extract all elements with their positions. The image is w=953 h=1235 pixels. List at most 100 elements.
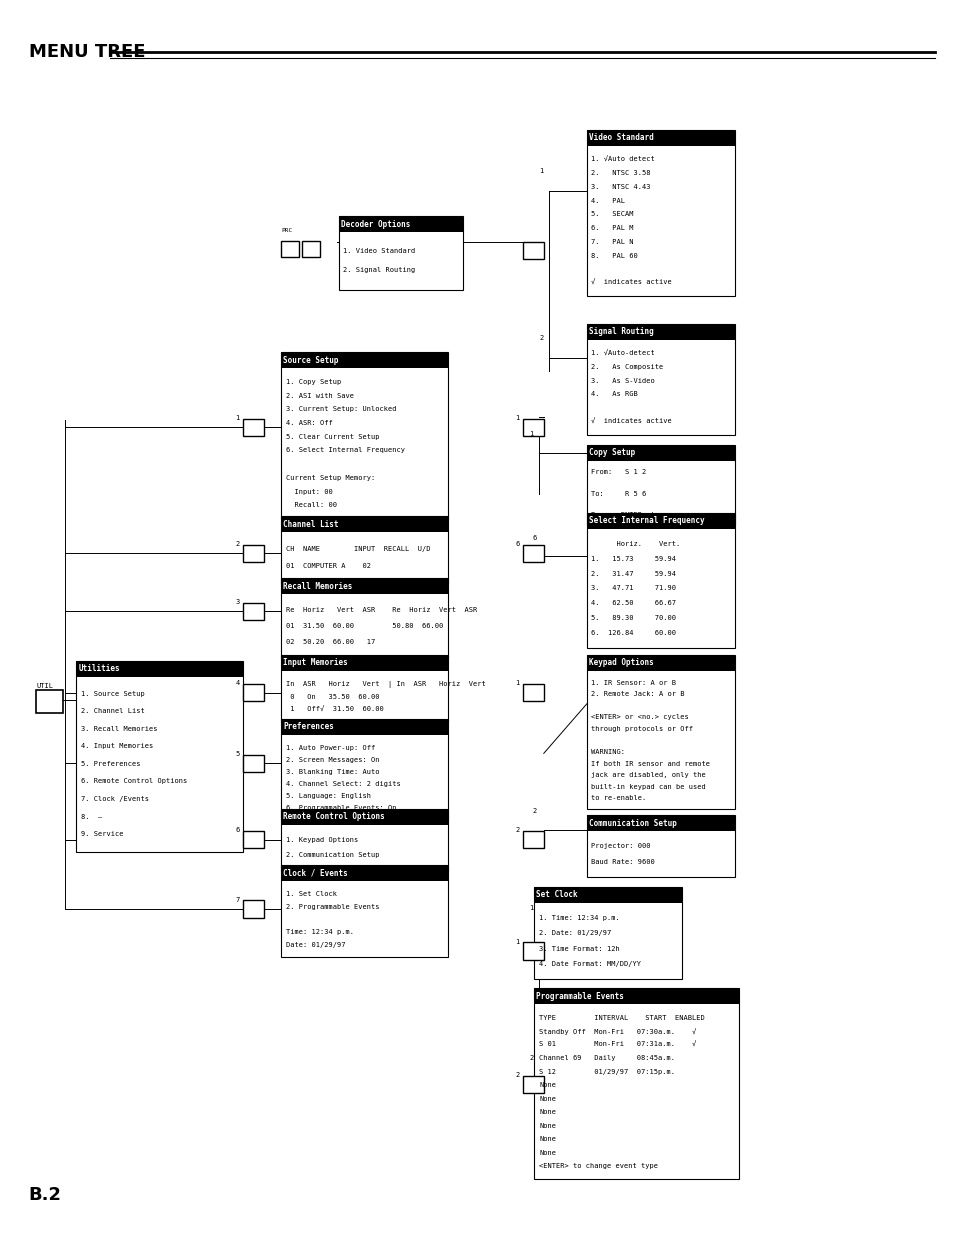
FancyBboxPatch shape — [586, 324, 734, 340]
Text: 2.   As Composite: 2. As Composite — [591, 364, 663, 370]
FancyBboxPatch shape — [243, 684, 264, 701]
FancyBboxPatch shape — [522, 419, 543, 436]
Text: 2: 2 — [529, 1055, 533, 1061]
Text: PRC: PRC — [281, 228, 293, 233]
Text: 1. Keypad Options: 1. Keypad Options — [286, 837, 358, 844]
Text: Standby Off  Mon-Fri   07:30a.m.    √: Standby Off Mon-Fri 07:30a.m. √ — [538, 1029, 696, 1035]
FancyBboxPatch shape — [281, 809, 448, 825]
Text: S 12         01/29/97  07:15p.m.: S 12 01/29/97 07:15p.m. — [538, 1068, 675, 1074]
Text: 2. Remote Jack: A or B: 2. Remote Jack: A or B — [591, 692, 684, 698]
Text: jack are disabled, only the: jack are disabled, only the — [591, 772, 705, 778]
FancyBboxPatch shape — [338, 216, 462, 290]
Text: through protocols or Off: through protocols or Off — [591, 726, 693, 732]
Text: √  indicates active: √ indicates active — [591, 419, 672, 425]
FancyBboxPatch shape — [281, 719, 448, 735]
Text: Input Memories: Input Memories — [283, 658, 348, 667]
Text: 3: 3 — [235, 599, 239, 605]
Text: 6. Select Internal Frequency: 6. Select Internal Frequency — [286, 447, 405, 453]
Text: <ENTER> or <no.> cycles: <ENTER> or <no.> cycles — [591, 714, 688, 720]
Text: Press <ENTER> to copy: Press <ENTER> to copy — [591, 513, 680, 517]
FancyBboxPatch shape — [281, 719, 448, 820]
FancyBboxPatch shape — [534, 887, 681, 979]
Text: 5. Language: English: 5. Language: English — [286, 793, 371, 799]
Text: 2. Programmable Events: 2. Programmable Events — [286, 904, 379, 909]
Text: 1. Time: 12:34 p.m.: 1. Time: 12:34 p.m. — [538, 915, 619, 921]
Text: Utilities: Utilities — [78, 664, 120, 673]
Text: UTIL: UTIL — [36, 683, 53, 689]
FancyBboxPatch shape — [586, 130, 734, 146]
Text: 1. Video Standard: 1. Video Standard — [343, 248, 416, 253]
Text: Date: 01/29/97: Date: 01/29/97 — [286, 942, 345, 947]
Text: Channel 69   Daily     08:45a.m.: Channel 69 Daily 08:45a.m. — [538, 1056, 675, 1061]
Text: None: None — [538, 1150, 556, 1156]
Text: 4. ASR: Off: 4. ASR: Off — [286, 420, 333, 426]
Text: 0   On   35.50  60.00: 0 On 35.50 60.00 — [286, 694, 379, 700]
Text: Select Internal Frequency: Select Internal Frequency — [588, 516, 703, 525]
Text: Time: 12:34 p.m.: Time: 12:34 p.m. — [286, 929, 354, 935]
FancyBboxPatch shape — [243, 603, 264, 620]
FancyBboxPatch shape — [586, 513, 734, 648]
FancyBboxPatch shape — [586, 130, 734, 296]
Text: If both IR sensor and remote: If both IR sensor and remote — [591, 761, 710, 767]
FancyBboxPatch shape — [522, 242, 543, 259]
Text: 5. Preferences: 5. Preferences — [81, 761, 140, 767]
Text: 6: 6 — [532, 535, 536, 541]
FancyBboxPatch shape — [76, 661, 243, 852]
FancyBboxPatch shape — [243, 831, 264, 848]
Text: 1. √Auto-detect: 1. √Auto-detect — [591, 351, 655, 357]
Text: 9. Service: 9. Service — [81, 831, 124, 837]
Text: None: None — [538, 1136, 556, 1142]
FancyBboxPatch shape — [522, 684, 543, 701]
Text: 7. Clock /Events: 7. Clock /Events — [81, 797, 149, 802]
FancyBboxPatch shape — [243, 755, 264, 772]
FancyBboxPatch shape — [281, 516, 448, 584]
FancyBboxPatch shape — [586, 445, 734, 525]
Text: Recall: 00: Recall: 00 — [286, 503, 336, 509]
Text: None: None — [538, 1109, 556, 1115]
FancyBboxPatch shape — [36, 690, 63, 713]
FancyBboxPatch shape — [281, 655, 448, 671]
Text: 1. Set Clock: 1. Set Clock — [286, 890, 336, 897]
Text: Set Clock: Set Clock — [536, 890, 578, 899]
Text: 4: 4 — [235, 680, 239, 687]
FancyBboxPatch shape — [243, 545, 264, 562]
FancyBboxPatch shape — [281, 864, 448, 957]
FancyBboxPatch shape — [281, 578, 448, 658]
Text: 6: 6 — [515, 541, 518, 547]
Text: √  indicates active: √ indicates active — [591, 280, 672, 287]
FancyBboxPatch shape — [586, 324, 734, 435]
Text: 4.   As RGB: 4. As RGB — [591, 391, 638, 398]
Text: 3.   As S-Video: 3. As S-Video — [591, 378, 655, 384]
Text: Baud Rate: 9600: Baud Rate: 9600 — [591, 858, 655, 864]
Text: Horiz.    Vert.: Horiz. Vert. — [591, 541, 680, 547]
Text: To:     R 5 6: To: R 5 6 — [591, 490, 646, 496]
Text: 6. Programmable Events: On: 6. Programmable Events: On — [286, 805, 396, 811]
FancyBboxPatch shape — [281, 655, 448, 722]
Text: 7: 7 — [235, 897, 239, 903]
FancyBboxPatch shape — [522, 942, 543, 960]
Text: Source Setup: Source Setup — [283, 356, 338, 364]
Text: 4.   62.50     66.67: 4. 62.50 66.67 — [591, 600, 676, 606]
Text: Current Setup Memory:: Current Setup Memory: — [286, 475, 375, 480]
Text: 1: 1 — [529, 905, 533, 911]
Text: 1: 1 — [515, 680, 518, 687]
Text: 3. Recall Memories: 3. Recall Memories — [81, 726, 157, 732]
Text: Communication Setup: Communication Setup — [588, 819, 676, 827]
Text: 4. Date Format: MM/DD/YY: 4. Date Format: MM/DD/YY — [538, 961, 640, 967]
Text: Decoder Options: Decoder Options — [340, 220, 410, 228]
FancyBboxPatch shape — [281, 864, 448, 881]
Text: 01  31.50  60.00         50.80  66.00: 01 31.50 60.00 50.80 66.00 — [286, 622, 443, 629]
Text: 2: 2 — [538, 335, 542, 341]
Text: 1: 1 — [515, 415, 518, 421]
FancyBboxPatch shape — [586, 655, 734, 671]
Text: 2: 2 — [235, 541, 239, 547]
Text: Keypad Options: Keypad Options — [588, 658, 653, 667]
Text: 2. Channel List: 2. Channel List — [81, 709, 145, 714]
Text: Preferences: Preferences — [283, 722, 334, 731]
Text: 3.   47.71     71.90: 3. 47.71 71.90 — [591, 585, 676, 592]
FancyBboxPatch shape — [586, 655, 734, 809]
Text: TYPE         INTERVAL    START  ENABLED: TYPE INTERVAL START ENABLED — [538, 1015, 704, 1021]
FancyBboxPatch shape — [281, 578, 448, 594]
Text: 3. Current Setup: Unlocked: 3. Current Setup: Unlocked — [286, 406, 396, 412]
Text: 1. Copy Setup: 1. Copy Setup — [286, 379, 341, 385]
